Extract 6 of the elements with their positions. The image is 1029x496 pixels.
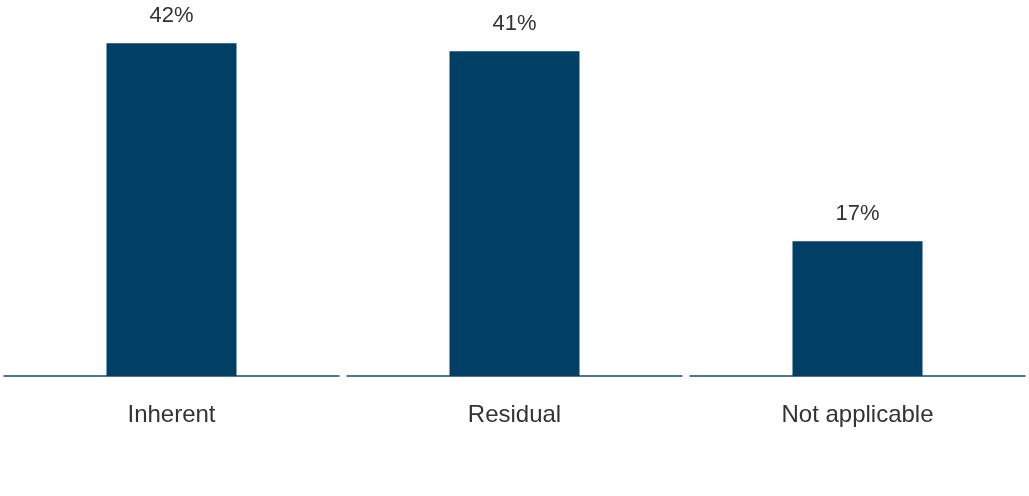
x-tick-label: Inherent	[127, 399, 216, 427]
x-tick-label: Not applicable	[781, 399, 934, 427]
data-label: 42%	[149, 2, 194, 28]
data-label: 17%	[835, 200, 880, 226]
x-tick-label: Residual	[467, 399, 562, 427]
data-label: 41%	[492, 10, 537, 36]
